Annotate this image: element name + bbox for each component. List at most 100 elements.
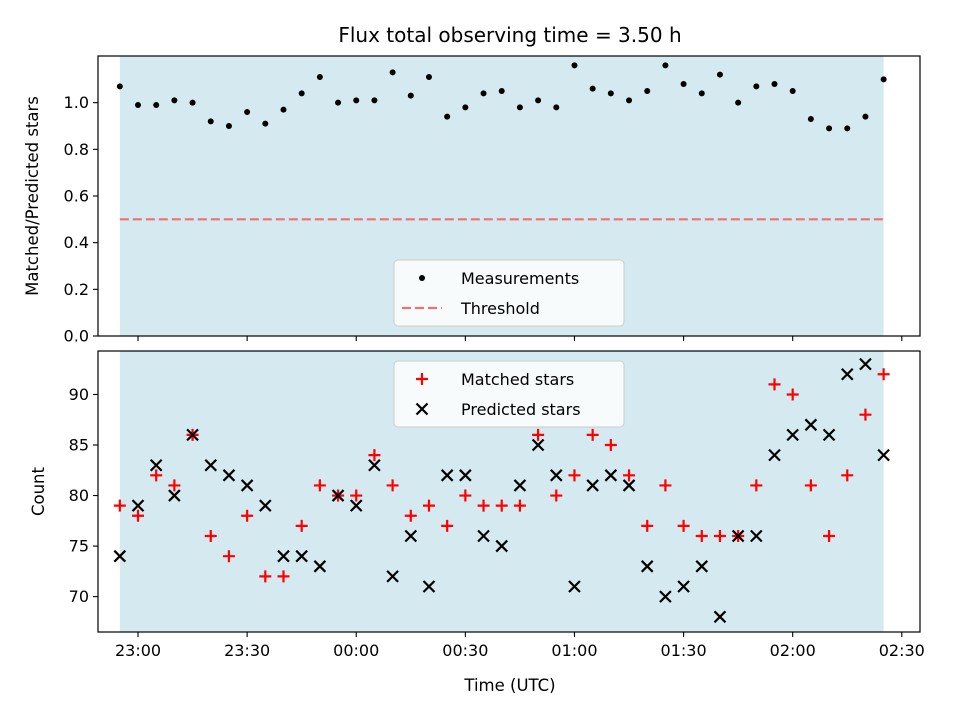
measurement-point	[753, 83, 760, 90]
predicted-star-point	[277, 549, 290, 563]
measurement-point	[462, 104, 469, 111]
predicted-star-point	[713, 610, 727, 624]
top-panel-ratio: 0.0 0.2 0.4 0.6 0.8 1.0 Matched/Predicted star…	[23, 55, 921, 346]
matched-star-point	[368, 449, 381, 462]
matched-star-point	[623, 469, 636, 482]
predicted-star-point	[440, 469, 454, 482]
matched-star-point	[604, 439, 617, 452]
legend-label: Threshold	[460, 299, 540, 318]
predicted-star-point	[331, 489, 345, 502]
predicted-star-point	[168, 489, 181, 502]
bottom-panel-counts: 23:00 23:30 00:00 00:30 01:00 01:30 02:00 02:30…	[29, 350, 925, 660]
measurement-point	[407, 92, 414, 99]
x-tick-label: 00:30	[442, 641, 488, 660]
predicted-star-point	[349, 499, 363, 512]
predicted-star-point	[495, 539, 509, 553]
measurement-point	[425, 74, 432, 80]
measurement-point	[571, 62, 578, 69]
matched-star-point	[750, 479, 763, 492]
predicted-star-point	[513, 479, 527, 492]
predicted-star-point	[459, 469, 472, 482]
x-tick-label: 02:00	[770, 641, 816, 660]
predicted-star-point	[422, 580, 436, 593]
y-tick-label: 0.8	[64, 140, 89, 159]
y-tick-label: 1.0	[64, 93, 89, 112]
matched-star-point	[222, 550, 235, 563]
predicted-star-point	[222, 469, 236, 482]
matched-star-point	[877, 368, 890, 381]
x-tick-label: 00:00	[333, 641, 379, 660]
measurement-point	[280, 106, 287, 113]
matched-star-point	[550, 489, 563, 502]
predicted-star-point	[313, 560, 327, 573]
predicted-star-point	[586, 479, 599, 492]
legend-label: Predicted stars	[461, 400, 581, 419]
matched-star-point	[568, 469, 581, 482]
matched-star-point	[804, 479, 817, 492]
predicted-star-point	[768, 448, 781, 462]
series-matched-stars	[113, 368, 890, 583]
measurement-point	[662, 62, 669, 69]
measurement-point	[589, 85, 596, 92]
measurement-point	[371, 97, 378, 104]
predicted-star-point	[659, 590, 672, 603]
measurement-point	[698, 90, 705, 97]
legend-label: Matched stars	[461, 370, 574, 389]
measurement-point	[480, 90, 487, 97]
measurement-point	[789, 88, 796, 94]
predicted-star-point	[750, 529, 763, 543]
matched-star-point	[313, 479, 326, 492]
predicted-star-point	[477, 529, 490, 543]
legend: Measurements Threshold	[393, 259, 625, 327]
series-predicted-stars	[113, 357, 890, 624]
matched-star-point	[350, 489, 363, 502]
matched-star-point	[259, 570, 272, 583]
predicted-star-point	[531, 438, 545, 452]
measurement-point	[298, 90, 305, 97]
matched-star-point	[386, 479, 399, 492]
legend-box	[393, 259, 625, 327]
matched-star-point	[204, 529, 217, 542]
matched-star-point	[113, 499, 126, 512]
matched-star-point	[422, 499, 435, 512]
matched-star-point	[586, 428, 599, 441]
predicted-star-point	[622, 479, 636, 492]
predicted-star-point	[859, 357, 872, 371]
predicted-star-point	[822, 428, 836, 442]
measurement-point	[771, 81, 778, 87]
predicted-star-point	[550, 469, 563, 482]
matched-star-point	[859, 408, 872, 421]
matched-star-point	[768, 378, 781, 391]
x-tick-label: 02:30	[879, 641, 925, 660]
axes-frame	[97, 350, 921, 633]
y-tick-label: 75	[69, 537, 89, 556]
predicted-star-point	[368, 458, 381, 472]
predicted-star-point	[731, 529, 745, 543]
measurement-point	[716, 71, 723, 78]
measurement-point	[189, 99, 196, 106]
y-tick-label: 80	[69, 486, 89, 505]
matched-star-point	[132, 509, 145, 522]
predicted-star-point	[640, 560, 654, 573]
chart-title: Flux total observing time = 3.50 h	[338, 23, 681, 47]
legend-box	[393, 360, 625, 428]
y-tick-label: 85	[69, 436, 89, 455]
measurement-point	[244, 109, 251, 115]
matched-star-point	[713, 529, 726, 542]
predicted-star-point	[604, 469, 618, 482]
matched-star-point	[241, 509, 254, 522]
predicted-star-point	[877, 448, 890, 462]
predicted-star-point	[186, 428, 199, 442]
y-tick-label: 0.6	[64, 187, 89, 206]
predicted-star-point	[404, 529, 418, 543]
legend-plus-marker	[416, 373, 428, 385]
matched-star-point	[277, 570, 290, 583]
measurement-point	[644, 88, 651, 94]
predicted-star-point	[204, 458, 218, 472]
predicted-star-point	[786, 428, 799, 442]
legend: Matched stars Predicted stars	[393, 360, 625, 428]
matched-star-point	[441, 519, 454, 532]
y-tick-label: 0.2	[64, 280, 89, 299]
measurement-point	[135, 102, 142, 108]
